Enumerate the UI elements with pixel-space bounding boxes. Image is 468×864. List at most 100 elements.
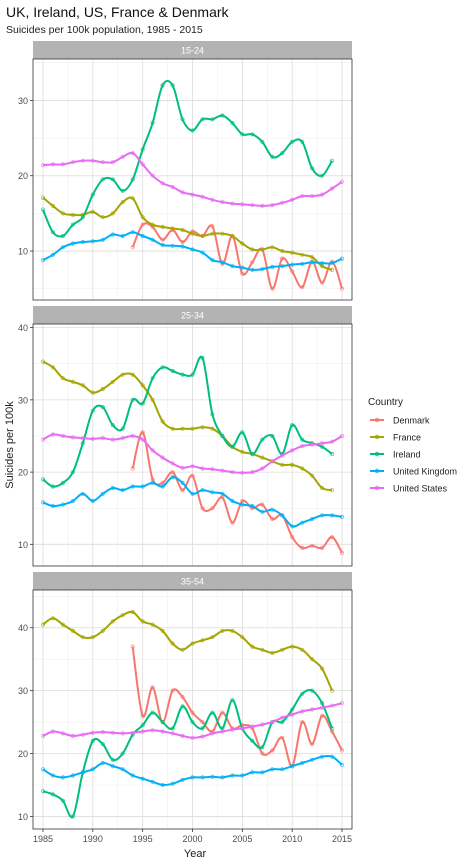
- legend-label: United States: [393, 484, 448, 494]
- facet-strip-label: 15-24: [181, 46, 204, 56]
- data-point-ireland: [280, 151, 285, 156]
- series-line-denmark: [131, 646, 343, 768]
- data-point-denmark: [190, 710, 195, 715]
- data-point-ireland: [70, 222, 76, 227]
- facet-strip: [33, 572, 352, 590]
- y-tick-label: 20: [18, 171, 28, 181]
- x-tick-label: 2010: [282, 834, 302, 844]
- data-point-france: [50, 365, 56, 370]
- legend-item-united-states: United States: [370, 484, 448, 494]
- data-point-denmark: [200, 719, 205, 725]
- legend-label: Denmark: [393, 416, 430, 426]
- x-tick-label: 1990: [83, 834, 103, 844]
- data-point-united-kingdom: [180, 480, 185, 485]
- data-point-france: [240, 635, 245, 640]
- data-point-france: [120, 200, 125, 205]
- legend-label: France: [393, 433, 421, 443]
- y-tick-label: 30: [18, 686, 28, 696]
- legend: Country Denmark France Ireland United Kingdo…: [368, 397, 457, 494]
- legend-key-point: [374, 451, 380, 457]
- facet-strip: [33, 41, 352, 59]
- data-point-france: [50, 203, 56, 208]
- legend-key-point: [374, 468, 380, 474]
- series-line-ireland: [42, 79, 333, 238]
- data-point-ireland: [300, 691, 305, 696]
- data-point-ireland: [160, 719, 165, 725]
- data-point-france: [309, 473, 315, 478]
- data-point-france: [110, 379, 115, 384]
- y-tick-label: 10: [18, 812, 28, 822]
- y-tick-label: 20: [18, 468, 28, 478]
- facet-panels: 15-24 10 20 30 25-34 10 20 30 40 35-54 10 20 30 40 198…: [18, 41, 353, 844]
- facet-panel-25-34: 25-34 10 20 30 40: [18, 306, 353, 567]
- chart-title: UK, Ireland, US, France & Denmark: [6, 4, 229, 20]
- data-point-ireland: [329, 451, 335, 457]
- data-point-france: [309, 657, 315, 662]
- y-tick-label: 10: [18, 540, 28, 550]
- series-line-united-kingdom: [42, 754, 343, 787]
- facet-strip-label: 35-54: [181, 577, 204, 587]
- series-line-ireland: [42, 355, 333, 488]
- data-point-united-kingdom: [339, 762, 345, 767]
- legend-label: United Kingdom: [393, 467, 457, 477]
- facet-panel-15-24: 15-24 10 20 30: [18, 41, 353, 301]
- legend-title: Country: [368, 397, 403, 408]
- panel-border: [32, 323, 353, 567]
- data-point-denmark: [180, 694, 185, 700]
- panel-border: [32, 58, 353, 301]
- x-tick-label: 2005: [232, 834, 252, 844]
- data-point-ireland: [260, 437, 265, 442]
- series-line-denmark: [131, 431, 343, 554]
- data-point-ireland: [230, 120, 235, 126]
- data-point-united-states: [150, 448, 155, 453]
- data-point-ireland: [140, 723, 145, 728]
- series-line-united-kingdom: [42, 231, 343, 271]
- data-point-france: [140, 383, 145, 388]
- series-line-united-kingdom: [42, 476, 343, 528]
- data-point-united-kingdom: [280, 513, 285, 518]
- series-line-united-states: [42, 151, 343, 207]
- data-point-united-states: [140, 162, 145, 167]
- x-axis-label: Year: [184, 848, 207, 860]
- series-line-united-states: [42, 433, 343, 474]
- y-tick-label: 20: [18, 749, 28, 759]
- y-tick-label: 30: [18, 96, 28, 106]
- data-point-denmark: [270, 748, 275, 753]
- data-point-ireland: [250, 738, 255, 744]
- chart-subtitle: Suicides per 100k population, 1985 - 201…: [6, 24, 203, 36]
- legend-key-point: [374, 434, 380, 440]
- data-point-denmark: [140, 222, 145, 227]
- legend-label: Ireland: [393, 450, 421, 460]
- series-line-france: [42, 360, 333, 492]
- x-tick-label: 2015: [332, 834, 352, 844]
- data-point-france: [40, 622, 46, 627]
- data-point-ireland: [100, 741, 105, 747]
- y-tick-label: 40: [18, 623, 28, 633]
- facet-panel-35-54: 35-54 10 20 30 40 1985 1990 1995 2000 2005 2010 201…: [18, 572, 353, 844]
- series-line-france: [42, 196, 333, 271]
- legend-item-united-kingdom: United Kingdom: [370, 467, 457, 477]
- facet-strip: [33, 306, 352, 324]
- series-line-france: [42, 610, 334, 692]
- x-tick-label: 2000: [182, 834, 202, 844]
- legend-key-point: [374, 485, 380, 491]
- data-point-denmark: [319, 280, 325, 285]
- legend-key-point: [374, 417, 380, 423]
- y-tick-label: 30: [18, 395, 28, 405]
- data-point-ireland: [260, 139, 265, 144]
- series-line-denmark: [131, 222, 343, 290]
- data-point-united-states: [150, 173, 155, 178]
- data-point-france: [110, 619, 115, 624]
- data-point-france: [170, 641, 175, 646]
- y-tick-label: 10: [18, 247, 28, 257]
- series-line-united-states: [42, 702, 343, 739]
- data-point-france: [40, 195, 46, 200]
- data-point-ireland: [40, 477, 46, 482]
- x-tick-label: 1995: [133, 834, 153, 844]
- y-tick-label: 40: [18, 323, 28, 333]
- facet-strip-label: 25-34: [181, 311, 204, 321]
- y-axis-label: Suicides per 100k: [4, 401, 16, 489]
- x-tick-label: 1985: [33, 834, 53, 844]
- data-point-france: [160, 628, 165, 634]
